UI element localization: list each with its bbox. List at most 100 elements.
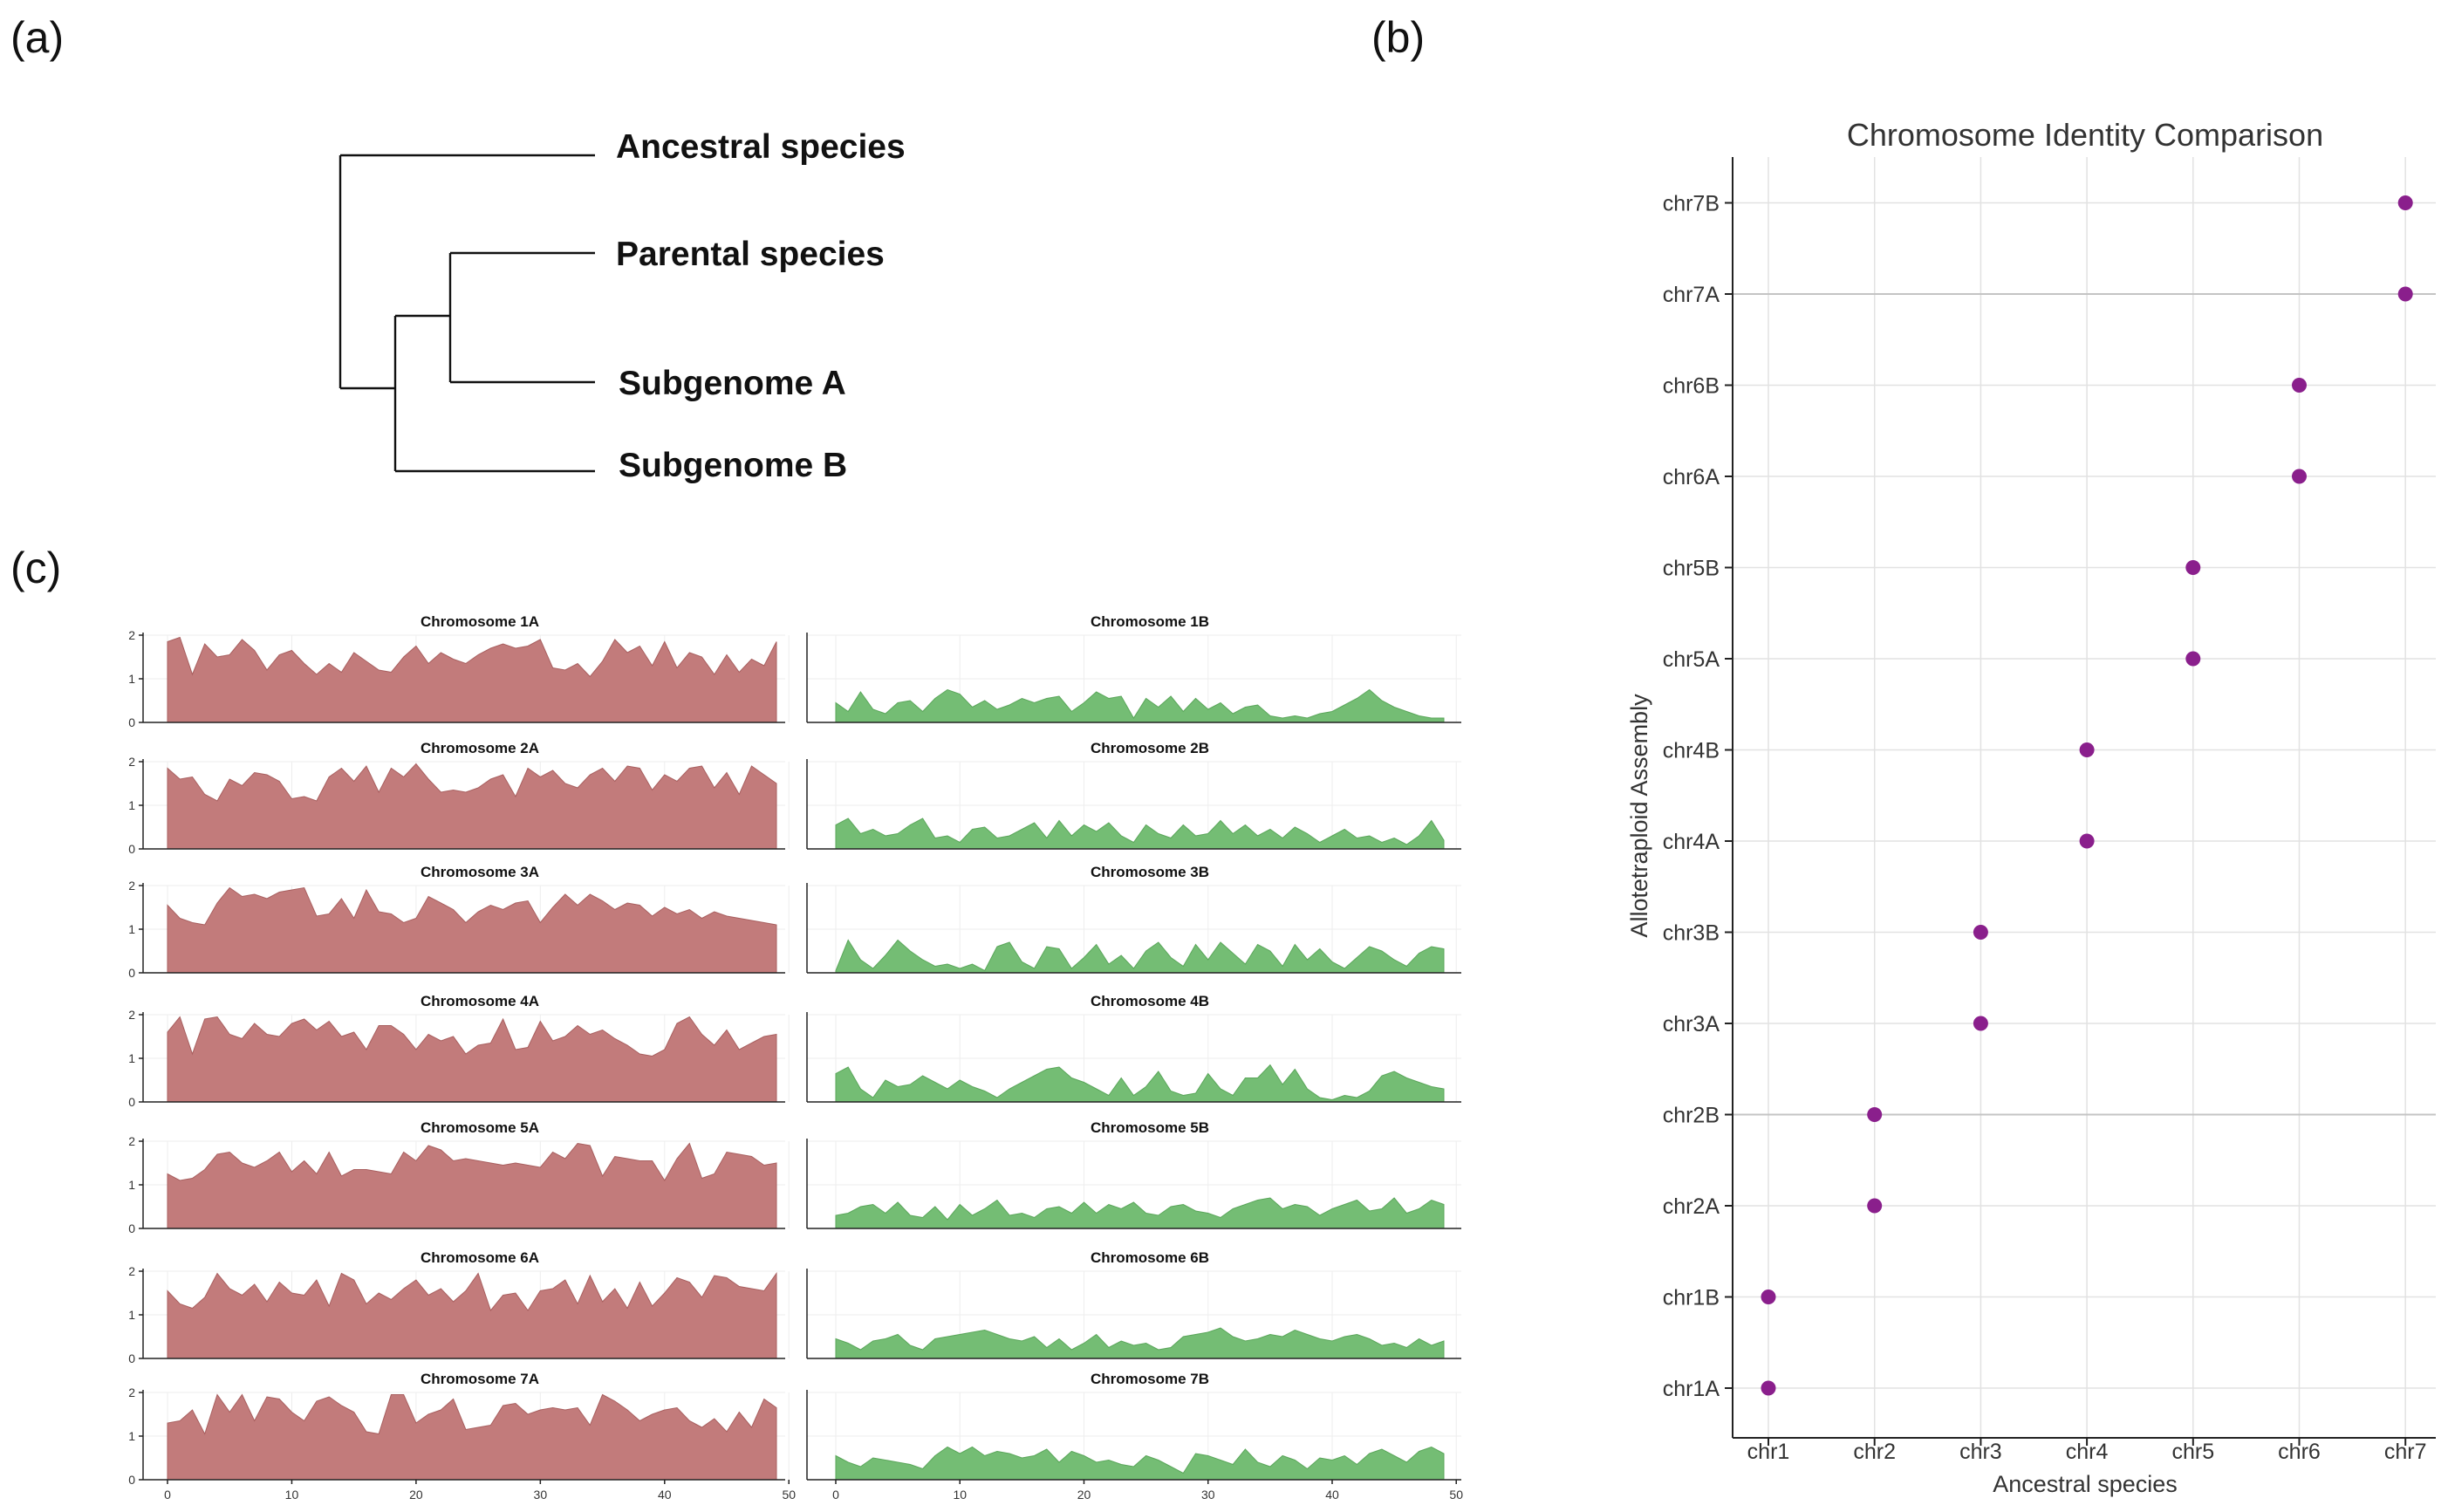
- identity-scatter-chart: Chromosome Identity Comparison Ancestral…: [1626, 117, 2436, 1497]
- scatter-title: Chromosome Identity Comparison: [1847, 117, 2323, 153]
- chromosome-panel-title: Chromosome 3B: [1091, 864, 1209, 880]
- scatter-xtick-label: chr6: [2278, 1440, 2321, 1464]
- chromosome-panel-title: Chromosome 2B: [1091, 740, 1209, 756]
- panel-xtick-label: 40: [658, 1488, 672, 1502]
- tree-leaf-subgenome-b: Subgenome B: [619, 447, 847, 484]
- scatter-ytick-label: chr3A: [1663, 1012, 1720, 1037]
- scatter-ytick-label: chr4A: [1663, 830, 1720, 854]
- chromosome-panel: 0 1 2 Chromosome 2A: [128, 740, 790, 856]
- panel-ytick-label: 0: [128, 1095, 135, 1109]
- scatter-xtick-label: chr5: [2171, 1440, 2214, 1464]
- chromosome-panel-title: Chromosome 7B: [1091, 1371, 1209, 1387]
- panel-ytick-label: 2: [128, 628, 135, 642]
- scatter-point: [2292, 469, 2307, 484]
- panel-xtick-label: 10: [285, 1488, 299, 1502]
- scatter-ytick-label: chr3B: [1663, 921, 1720, 946]
- scatter-ytick-label: chr6B: [1663, 374, 1720, 399]
- scatter-point: [2079, 833, 2095, 849]
- panel-xtick-label: 50: [1449, 1488, 1463, 1502]
- scatter-ytick-label: chr5A: [1663, 647, 1720, 672]
- scatter-ytick-label: chr4B: [1663, 739, 1720, 763]
- chromosome-panel: Chromosome 6B: [806, 1249, 1461, 1359]
- panel-xtick-label: 0: [164, 1488, 171, 1502]
- panel-ytick-label: 2: [128, 1134, 135, 1148]
- density-area: [835, 939, 1445, 974]
- chromosome-panel: 0 1 2 Chromosome 1A: [128, 613, 790, 729]
- chromosome-panel: Chromosome 1B: [806, 613, 1461, 723]
- panel-ytick-label: 1: [128, 1178, 135, 1192]
- scatter-ytick-label: chr1B: [1663, 1286, 1720, 1310]
- scatter-point: [2079, 742, 2095, 757]
- scatter-xtick-label: chr4: [2066, 1440, 2109, 1464]
- panel-label-b: (b): [1371, 13, 1425, 62]
- scatter-gridlines: [1733, 157, 2436, 1438]
- chromosome-panel: 0 1 2 Chromosome 7A 0 10 20 30 40 50: [128, 1371, 796, 1502]
- density-area: [167, 1142, 777, 1229]
- chromosome-panel: 0 1 2 Chromosome 5A: [128, 1119, 790, 1235]
- panel-xtick-label: 50: [782, 1488, 796, 1502]
- chromosome-panel-title: Chromosome 6A: [421, 1249, 539, 1266]
- scatter-point: [2397, 286, 2413, 302]
- density-area: [167, 636, 777, 723]
- tree-leaf-subgenome-a: Subgenome A: [619, 365, 846, 402]
- chromosome-panel-title: Chromosome 7A: [421, 1371, 539, 1387]
- density-area: [835, 688, 1445, 723]
- tree-branches: [338, 154, 595, 473]
- panel-ytick-label: 0: [128, 1221, 135, 1235]
- scatter-point: [2185, 560, 2201, 575]
- panel-ytick-label: 0: [128, 1351, 135, 1365]
- scatter-xlabel: Ancestral species: [1993, 1471, 2178, 1497]
- panel-xtick-label: 10: [953, 1488, 967, 1502]
- scatter-ytick-label: chr7B: [1663, 192, 1720, 216]
- chromosome-panel-title: Chromosome 4A: [421, 993, 539, 1009]
- panel-ytick-label: 0: [128, 966, 135, 980]
- density-area: [167, 1393, 777, 1481]
- panel-ytick-label: 1: [128, 798, 135, 812]
- density-area: [835, 1446, 1445, 1481]
- density-area: [835, 1064, 1445, 1103]
- chromosome-panel: Chromosome 3B: [806, 864, 1461, 974]
- density-area: [167, 763, 777, 850]
- panel-ytick-label: 1: [128, 672, 135, 686]
- chromosome-panel: Chromosome 5B: [806, 1119, 1461, 1229]
- chromosome-panel: Chromosome 2B: [806, 740, 1461, 850]
- scatter-ticks: chr1 chr2 chr3 chr4 chr5 chr6 chr7 chr1A chr1B ch…: [1663, 192, 2427, 1465]
- scatter-point: [1761, 1380, 1776, 1396]
- scatter-xtick-label: chr2: [1853, 1440, 1896, 1464]
- panel-xtick-label: 30: [1201, 1488, 1215, 1502]
- panel-xtick-label: 0: [832, 1488, 839, 1502]
- scatter-ytick-label: chr6A: [1663, 465, 1720, 489]
- density-area: [835, 1197, 1445, 1229]
- chromosome-panel: 0 1 2 Chromosome 3A: [128, 864, 790, 980]
- chromosome-panel: Chromosome 4B: [806, 993, 1461, 1103]
- panel-xtick-label: 30: [534, 1488, 548, 1502]
- chromosome-panel-title: Chromosome 5A: [421, 1119, 539, 1136]
- panel-label-c: (c): [10, 544, 61, 592]
- panel-ytick-label: 2: [128, 1385, 135, 1399]
- panel-ytick-label: 1: [128, 1308, 135, 1322]
- panel-ytick-label: 2: [128, 1008, 135, 1022]
- chromosome-panel: 0 1 2 Chromosome 4A: [128, 993, 790, 1109]
- chromosome-panel-title: Chromosome 1B: [1091, 613, 1209, 630]
- scatter-ytick-label: chr5B: [1663, 557, 1720, 581]
- scatter-ytick-label: chr2A: [1663, 1194, 1720, 1219]
- scatter-ytick-label: chr7A: [1663, 283, 1720, 307]
- density-area: [835, 1327, 1445, 1359]
- panel-xtick-label: 40: [1325, 1488, 1339, 1502]
- scatter-point: [1973, 1016, 1988, 1031]
- tree-leaf-parental: Parental species: [616, 236, 885, 273]
- density-area: [167, 1271, 777, 1359]
- density-area: [835, 818, 1445, 850]
- panel-ytick-label: 1: [128, 1051, 135, 1065]
- panel-ytick-label: 2: [128, 1264, 135, 1278]
- panel-label-a: (a): [10, 13, 64, 62]
- scatter-xtick-label: chr7: [2384, 1440, 2427, 1464]
- chromosome-panel-title: Chromosome 3A: [421, 864, 539, 880]
- chromosome-density-panels: 0 1 2 Chromosome 1A 0 1 2 Chromosome 2A 0 1 2 Chrom…: [128, 613, 1463, 1502]
- panel-ytick-label: 0: [128, 715, 135, 729]
- scatter-point: [1761, 1290, 1776, 1304]
- chromosome-panel-title: Chromosome 4B: [1091, 993, 1209, 1009]
- scatter-point: [2292, 378, 2307, 393]
